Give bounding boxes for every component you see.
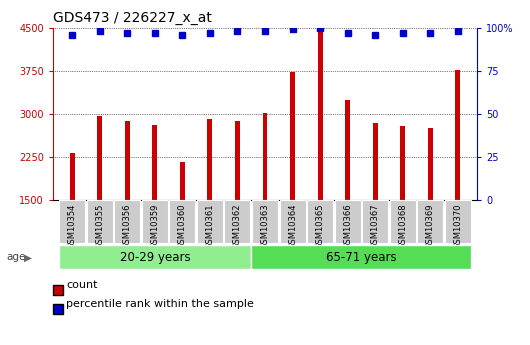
Text: 65-71 years: 65-71 years	[326, 251, 396, 264]
Text: GSM10356: GSM10356	[123, 204, 132, 249]
FancyBboxPatch shape	[225, 200, 251, 243]
FancyBboxPatch shape	[142, 200, 168, 243]
Bar	[235, 121, 240, 200]
Text: GSM10360: GSM10360	[178, 204, 187, 249]
FancyBboxPatch shape	[87, 200, 113, 243]
Text: GSM10369: GSM10369	[426, 204, 435, 249]
Bar	[180, 162, 185, 200]
Text: GSM10359: GSM10359	[151, 204, 160, 249]
Bar	[317, 28, 323, 200]
FancyBboxPatch shape	[251, 245, 472, 269]
Bar	[400, 126, 405, 200]
Text: GSM10368: GSM10368	[398, 204, 407, 249]
Text: GSM10362: GSM10362	[233, 204, 242, 249]
FancyBboxPatch shape	[307, 200, 333, 243]
FancyBboxPatch shape	[114, 200, 140, 243]
Bar	[262, 113, 268, 200]
Text: percentile rank within the sample: percentile rank within the sample	[66, 299, 254, 309]
Text: ▶: ▶	[24, 253, 32, 262]
Text: GSM10365: GSM10365	[315, 204, 324, 249]
FancyBboxPatch shape	[252, 200, 278, 243]
Text: GSM10367: GSM10367	[370, 204, 379, 249]
Text: GSM10361: GSM10361	[206, 204, 215, 249]
Bar	[290, 72, 295, 200]
FancyBboxPatch shape	[197, 200, 223, 243]
Bar	[373, 123, 377, 200]
FancyBboxPatch shape	[58, 245, 251, 269]
Bar	[455, 70, 460, 200]
Bar	[98, 116, 102, 200]
Text: count: count	[66, 280, 98, 290]
Text: GSM10363: GSM10363	[261, 204, 269, 249]
FancyBboxPatch shape	[170, 200, 196, 243]
Bar	[428, 128, 432, 200]
Text: GSM10354: GSM10354	[68, 204, 77, 249]
Bar	[70, 153, 75, 200]
FancyBboxPatch shape	[334, 200, 360, 243]
FancyBboxPatch shape	[390, 200, 416, 243]
Text: age: age	[6, 253, 26, 262]
Bar	[207, 119, 213, 200]
FancyBboxPatch shape	[445, 200, 471, 243]
Bar	[153, 125, 157, 200]
Text: GSM10370: GSM10370	[453, 204, 462, 249]
FancyBboxPatch shape	[59, 200, 85, 243]
FancyBboxPatch shape	[279, 200, 305, 243]
Text: 20-29 years: 20-29 years	[120, 251, 190, 264]
Text: GSM10364: GSM10364	[288, 204, 297, 249]
Text: GSM10355: GSM10355	[95, 204, 104, 249]
FancyBboxPatch shape	[362, 200, 388, 243]
Bar	[125, 121, 130, 200]
Bar	[345, 100, 350, 200]
FancyBboxPatch shape	[417, 200, 443, 243]
Text: GDS473 / 226227_x_at: GDS473 / 226227_x_at	[53, 11, 212, 25]
Text: GSM10366: GSM10366	[343, 204, 352, 249]
